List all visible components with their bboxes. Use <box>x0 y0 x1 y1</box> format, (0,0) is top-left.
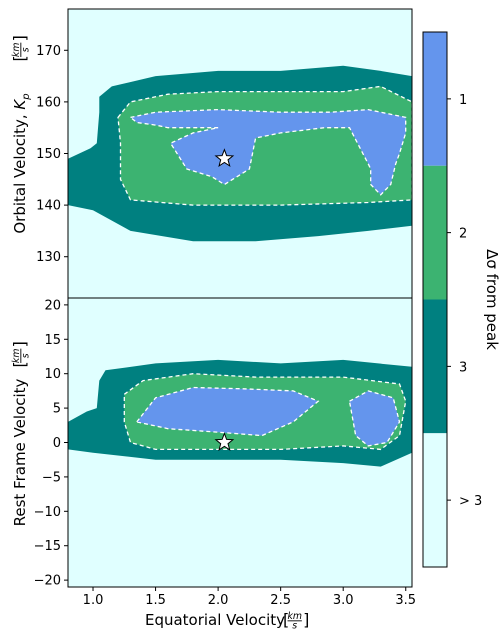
colorbar-segment-3 <box>423 299 447 434</box>
y-tick-label: 130 <box>36 250 61 265</box>
region-1sigma <box>135 386 320 437</box>
y-tick-label: 5 <box>53 402 61 417</box>
unit-bracket-left: [ <box>283 610 289 629</box>
colorbar-segment-2 <box>423 165 447 300</box>
y-tick-label: 140 <box>36 199 61 214</box>
x-tick-label: 2.0 <box>208 593 229 608</box>
unit-bracket-left: [ <box>10 361 29 367</box>
unit-denominator: s <box>292 620 297 631</box>
x-tick-label: 2.5 <box>270 593 291 608</box>
colorbar-level-label: 2 <box>459 227 467 242</box>
colorbar-segment-gt3 <box>423 433 447 567</box>
unit-bracket-right: ] <box>303 610 309 629</box>
unit-fraction: [kms] <box>283 610 309 631</box>
colorbar-level-label: > 3 <box>459 494 482 509</box>
x-axis-label: Equatorial Velocity <box>145 611 285 629</box>
peak-star-marker <box>214 432 235 451</box>
y-tick-label: −15 <box>34 539 61 554</box>
panel-bottom-frame <box>67 297 413 588</box>
unit-denominator: s <box>20 47 31 52</box>
panel-bottom-ylabel: Rest Frame Velocity [kms] <box>10 341 31 526</box>
unit-fraction: [kms] <box>10 35 31 61</box>
y-tick-label: 160 <box>36 95 61 110</box>
x-tick-label: 3.5 <box>395 593 416 608</box>
x-tick-label: 1.5 <box>145 593 166 608</box>
y-tick-label: −20 <box>34 574 61 589</box>
unit-fraction: [kms] <box>10 341 31 367</box>
y-tick-label: 20 <box>44 298 61 313</box>
colorbar-level-label: 1 <box>459 93 467 108</box>
colorbar-frame <box>422 31 448 568</box>
y-tick-label: −10 <box>34 505 61 520</box>
unit-numerator: km <box>287 611 302 622</box>
y-tick-label: 0 <box>53 436 61 451</box>
x-tick-label: 1.0 <box>83 593 104 608</box>
y-tick-label: −5 <box>42 470 61 485</box>
colorbar-label: Δσ from peak <box>483 249 499 350</box>
y-axis-label: Orbital Velocity, Kp <box>11 93 32 233</box>
panel-top-plot <box>68 9 412 298</box>
unit-numerator: km <box>11 43 22 58</box>
unit-bracket-left: [ <box>10 55 29 61</box>
y-tick-label: 150 <box>36 147 61 162</box>
panel-bottom-plot <box>68 298 412 587</box>
y-tick-label: 170 <box>36 44 61 59</box>
x-tick-label: 3.0 <box>333 593 354 608</box>
panel-top-ylabel: Orbital Velocity, Kp [kms] <box>10 35 32 234</box>
colorbar-level-label: 3 <box>459 360 467 375</box>
unit-denominator: s <box>20 353 31 358</box>
y-axis-label: Rest Frame Velocity <box>11 378 29 526</box>
region-1sigma-secondary <box>348 390 401 447</box>
unit-bracket-right: ] <box>10 35 29 41</box>
peak-star-marker <box>214 148 235 168</box>
colorbar-label-group: Δσ from peak <box>483 249 499 350</box>
y-tick-label: 10 <box>44 367 61 382</box>
unit-bracket-right: ] <box>10 341 29 347</box>
colorbar-segment-1 <box>423 32 447 166</box>
unit-numerator: km <box>11 349 22 364</box>
y-tick-label: 15 <box>44 333 61 348</box>
region-1sigma <box>129 108 407 196</box>
